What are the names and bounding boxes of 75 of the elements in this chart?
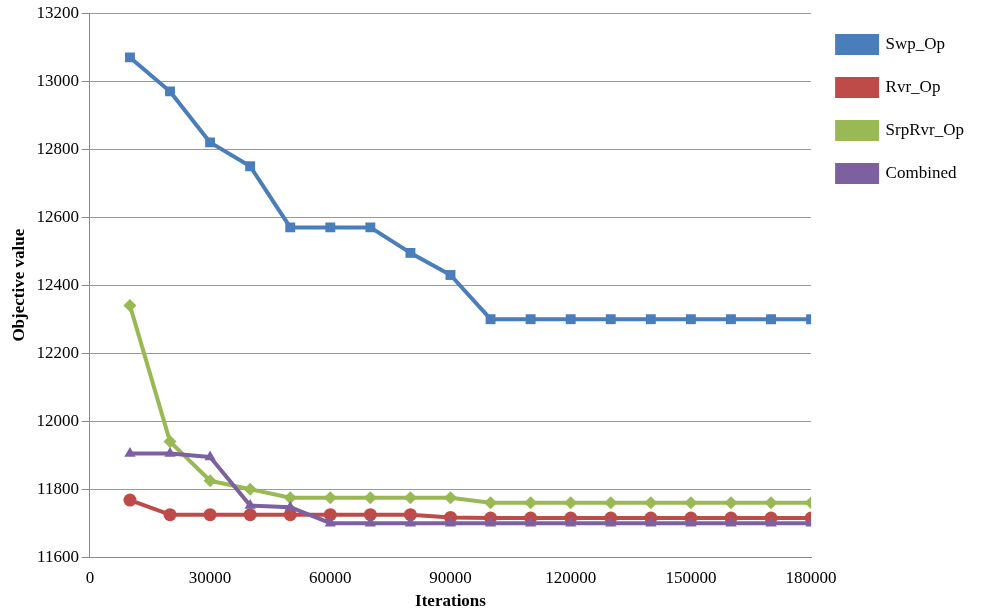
point (403, 491, 417, 505)
point (124, 447, 136, 457)
point (644, 496, 658, 510)
point (203, 474, 217, 488)
y-tick-label: 13200 (36, 2, 79, 22)
point (684, 496, 698, 510)
point (485, 314, 496, 325)
point (484, 496, 498, 510)
point (444, 516, 457, 527)
point (283, 491, 297, 505)
point (764, 496, 778, 510)
x-axis-title: Iterations (415, 591, 487, 611)
legend-label: Rvr_Op (885, 76, 941, 96)
point (243, 508, 257, 522)
point (405, 247, 416, 258)
point (565, 314, 576, 325)
point (645, 516, 657, 527)
point (323, 508, 337, 522)
x-tick-label: 150000 (665, 567, 717, 587)
legend-label: SrpRvr_Op (885, 119, 965, 139)
point (605, 516, 617, 527)
x-tick-label: 0 (85, 567, 95, 587)
point (204, 450, 216, 461)
point (645, 314, 656, 325)
point (484, 516, 497, 527)
point (325, 222, 336, 233)
point (203, 508, 217, 522)
x-tick-label: 60000 (309, 567, 352, 587)
x-tick-label: 180000 (785, 567, 837, 587)
point (245, 161, 256, 172)
point (685, 516, 697, 527)
point (404, 516, 417, 527)
point (205, 137, 216, 148)
x-tick-label: 120000 (545, 567, 597, 587)
y-axis-title: Objective value (8, 228, 28, 342)
x-tick-label: 30000 (188, 567, 232, 587)
y-tick-label: 11600 (37, 546, 79, 566)
legend-label: Swp_Op (885, 33, 946, 53)
point (244, 499, 256, 509)
y-tick-label: 12600 (36, 206, 79, 226)
point (444, 491, 457, 505)
point (524, 496, 538, 510)
y-tick-label: 12800 (36, 138, 79, 158)
point (605, 314, 616, 325)
point (766, 314, 776, 325)
point (403, 508, 417, 522)
point (125, 52, 135, 63)
point (363, 491, 377, 505)
point (123, 299, 137, 313)
x-tick-label: 90000 (429, 567, 472, 587)
point (564, 496, 578, 510)
point (445, 270, 456, 280)
point (123, 493, 137, 507)
y-tick-label: 12400 (36, 274, 79, 294)
y-tick-label: 12200 (36, 342, 79, 362)
point (285, 222, 296, 233)
legend-label: Combined (885, 162, 957, 182)
point (525, 516, 537, 527)
point (525, 314, 536, 325)
point (164, 447, 176, 457)
point (243, 482, 257, 496)
point (364, 516, 376, 527)
point (165, 86, 175, 97)
point (365, 222, 376, 233)
point (163, 435, 177, 449)
y-tick-label: 11800 (37, 478, 79, 498)
point (323, 491, 337, 505)
y-tick-label: 13000 (36, 70, 79, 90)
point (724, 496, 738, 510)
point (565, 516, 577, 527)
point (163, 508, 177, 522)
point (685, 314, 696, 325)
y-tick-label: 12000 (36, 410, 79, 430)
point (604, 496, 618, 510)
point (726, 314, 736, 325)
